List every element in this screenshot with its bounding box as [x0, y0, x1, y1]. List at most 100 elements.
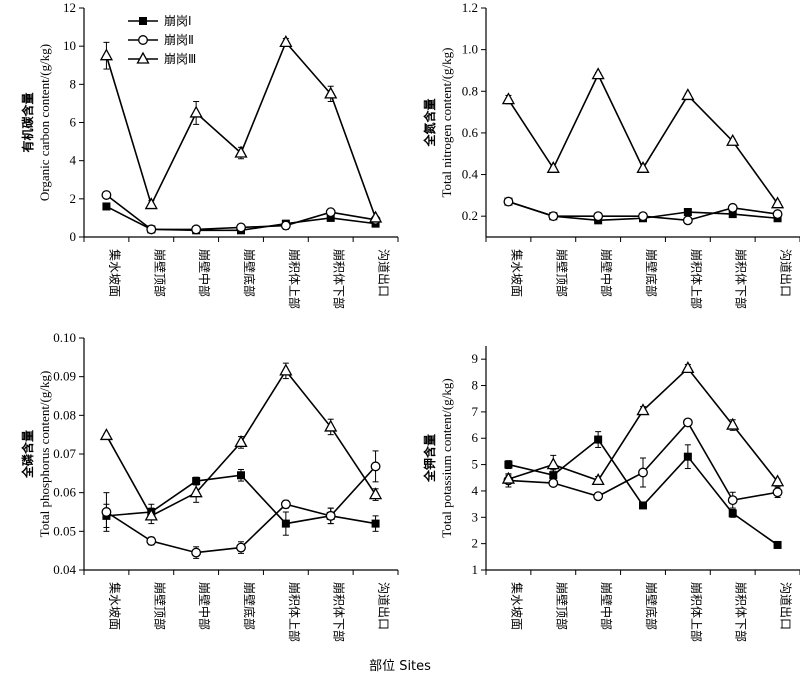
- chart-panel-3: 0.04 0.05 0.06 0.07 0.08 0.09 0.10 集水坡面 崩壁顶部 崩壁中部…: [20, 330, 399, 642]
- data-point-triangle: [546, 160, 560, 173]
- data-point-square: [326, 213, 335, 222]
- category-label: 崩壁中部: [197, 249, 212, 297]
- y-tick-label: 0.6: [462, 125, 479, 140]
- y-tick-label: 0.06: [53, 485, 76, 500]
- data-point-circle: [772, 209, 783, 220]
- category-label: 崩壁中部: [599, 582, 614, 630]
- data-point-circle: [682, 215, 693, 226]
- data-point-circle: [280, 499, 291, 510]
- data-point-triangle: [501, 471, 516, 484]
- data-point-triangle: [324, 419, 338, 432]
- data-point-circle: [146, 224, 157, 235]
- category-label: 崩壁顶部: [554, 249, 569, 297]
- y-tick-label: 7: [472, 404, 479, 419]
- y-tick-label: 3: [472, 509, 479, 524]
- y-tick-label: 6: [70, 115, 77, 130]
- y-tick-label: 0.8: [462, 83, 478, 98]
- y-tick-label: 1: [472, 562, 479, 577]
- data-point-circle: [370, 461, 381, 472]
- y-tick-label: 1.2: [462, 0, 478, 15]
- category-label: 崩积体下部: [734, 249, 749, 309]
- data-point-circle: [727, 202, 738, 213]
- data-point-square: [371, 519, 380, 528]
- category-label: 沟道出口: [779, 249, 793, 297]
- y-tick-label: 0.09: [53, 369, 76, 384]
- data-point-circle: [638, 467, 648, 478]
- y-tick-label: 8: [472, 378, 479, 393]
- data-point-triangle: [636, 403, 650, 416]
- data-point-square: [192, 477, 201, 486]
- data-point-circle: [638, 211, 648, 222]
- y-tick-label: 2: [70, 191, 77, 206]
- data-point-triangle: [189, 105, 203, 118]
- y-axis-label-cn: 有机碳含量: [20, 92, 35, 152]
- legend: 崩岗Ⅰ 崩岗Ⅱ 崩岗Ⅲ: [128, 14, 196, 66]
- data-point-square: [594, 435, 603, 444]
- chart-panel-1: 0 2 4 6 8 10 12 集水坡面 崩壁顶部 崩壁中部 崩壁底部 崩积体上部 崩积体下部 沟道出口 有…: [20, 0, 399, 309]
- category-label: 集水坡面: [107, 249, 122, 297]
- category-label: 崩壁顶部: [152, 249, 167, 297]
- data-point-square: [549, 471, 558, 480]
- chart-panel-2: 0.2 0.4 0.6 0.8 1.0 1.2 集水坡面 崩壁顶部 崩壁中部 崩壁底部 崩积体上部 崩…: [422, 0, 800, 309]
- data-point-circle: [101, 190, 112, 200]
- data-point-circle: [325, 510, 336, 521]
- legend-marker-square: [139, 17, 147, 25]
- data-point-triangle: [99, 428, 114, 441]
- data-point-square: [237, 471, 245, 480]
- data-point-circle: [146, 536, 157, 546]
- y-axis-label-cn: 全氮含量: [422, 98, 437, 147]
- category-label: 崩壁中部: [197, 582, 212, 630]
- y-tick-label: 1.0: [462, 42, 478, 57]
- data-point-triangle: [368, 210, 383, 223]
- category-label: 崩壁顶部: [554, 582, 569, 630]
- data-point-triangle: [681, 361, 695, 374]
- y-tick-label: 0.2: [462, 208, 478, 223]
- y-tick-label: 6: [472, 430, 479, 445]
- data-point-circle: [593, 211, 604, 222]
- data-point-circle: [727, 495, 738, 506]
- category-label: 崩壁中部: [599, 249, 614, 297]
- category-label: 崩积体下部: [332, 249, 347, 309]
- category-label: 崩壁顶部: [152, 582, 167, 630]
- category-label: 崩壁底部: [644, 249, 659, 297]
- data-point-square: [728, 210, 737, 219]
- data-point-circle: [682, 417, 693, 428]
- category-label: 崩壁底部: [242, 582, 257, 630]
- chart-panel-4: 1 2 3 4 5 6 7 8 9 集水坡面 崩壁顶部 崩壁中部 崩壁底部 崩积体上部 崩积体下部 沟道出口 全…: [422, 346, 800, 642]
- legend-marker-circle: [138, 35, 148, 45]
- data-point-triangle: [770, 196, 785, 209]
- data-point-circle: [280, 220, 291, 231]
- category-label: 崩壁底部: [644, 582, 659, 630]
- y-axis-label-en: Total nitrogen content/(g/kg): [439, 48, 454, 198]
- data-point-circle: [191, 224, 202, 235]
- data-point-triangle: [324, 86, 338, 99]
- data-point-triangle: [546, 457, 560, 470]
- data-point-triangle: [636, 160, 650, 173]
- y-axis-label-en: Total potassium content/(g/kg): [439, 378, 454, 537]
- y-tick-label: 9: [472, 351, 479, 366]
- data-point-triangle: [234, 435, 248, 448]
- y-tick-label: 0.04: [53, 562, 76, 577]
- data-point-square: [728, 509, 737, 518]
- x-axis-title: 部位 Sites: [369, 659, 431, 674]
- data-point-triangle: [726, 417, 740, 430]
- data-point-square: [639, 501, 647, 510]
- legend-marker-triangle: [136, 51, 150, 64]
- y-tick-label: 10: [63, 38, 76, 53]
- data-point-triangle: [144, 508, 158, 521]
- data-point-circle: [101, 507, 112, 517]
- data-point-square: [683, 452, 692, 461]
- y-tick-label: 8: [70, 76, 77, 91]
- category-label: 崩积体上部: [287, 249, 302, 309]
- data-point-triangle: [591, 473, 605, 486]
- legend-label: 崩岗Ⅱ: [164, 33, 194, 47]
- data-point-triangle: [501, 92, 516, 105]
- y-tick-label: 0.05: [53, 523, 76, 538]
- y-axis-label-cn: 全磷含量: [20, 430, 35, 479]
- data-point-circle: [772, 487, 783, 498]
- y-tick-label: 0.10: [53, 330, 76, 345]
- data-point-triangle: [681, 88, 695, 101]
- data-point-triangle: [144, 197, 158, 210]
- y-axis-label-en: Organic carbon content/(g/kg): [37, 44, 52, 201]
